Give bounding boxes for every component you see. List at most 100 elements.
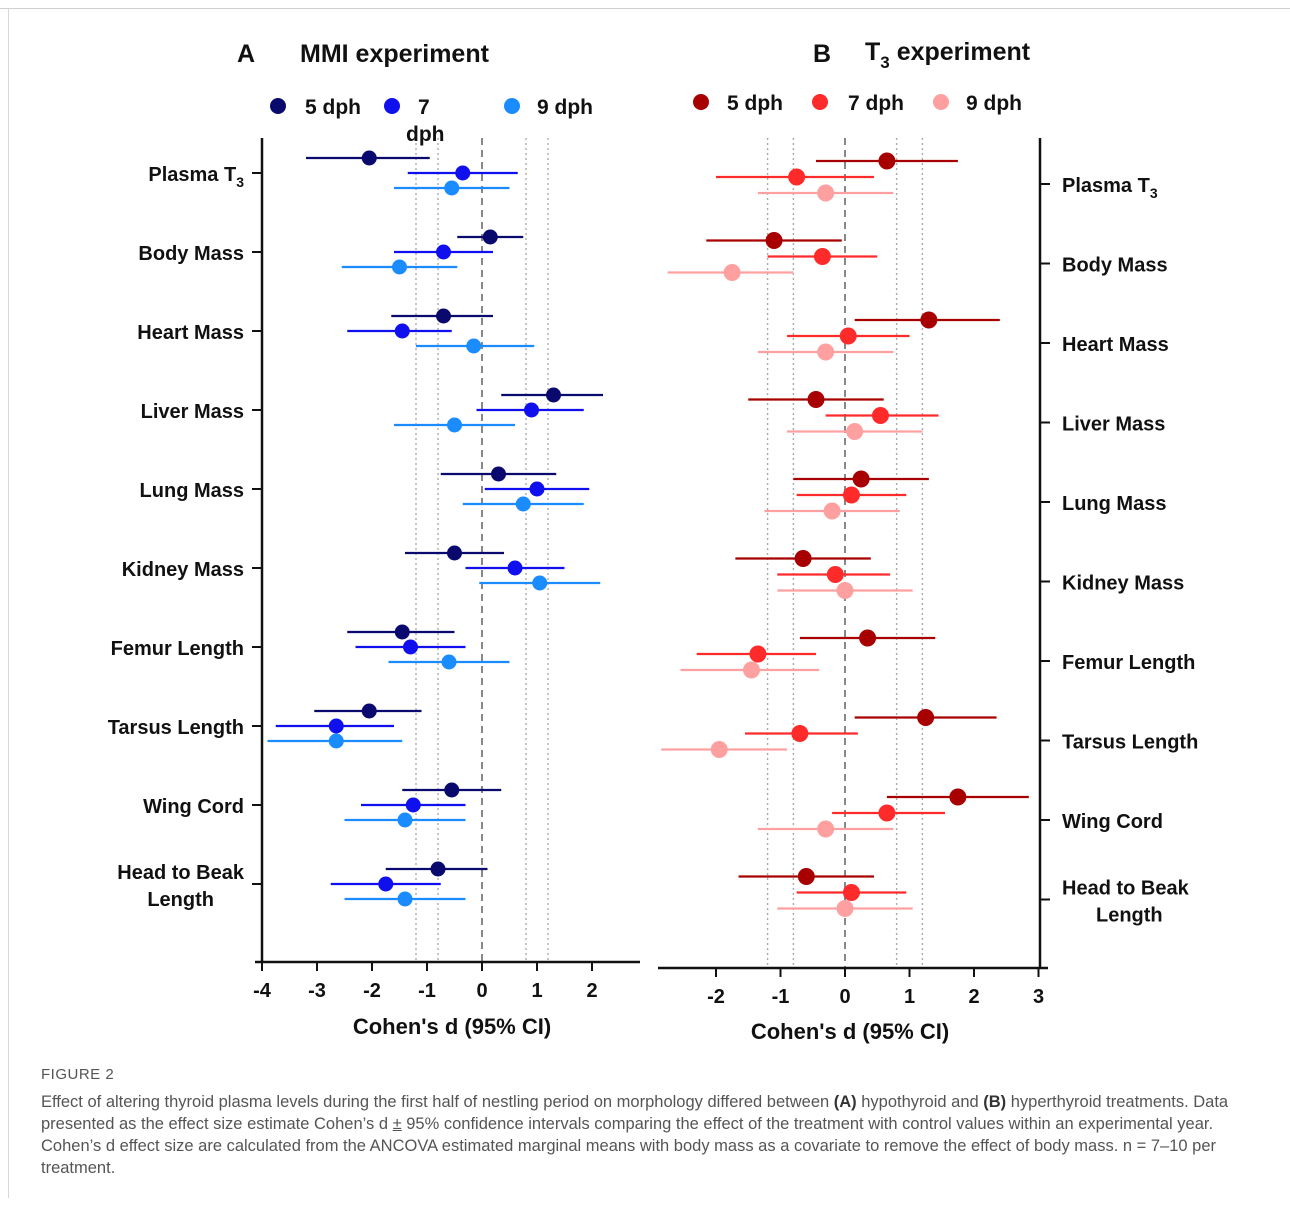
data-point [507, 560, 523, 576]
category-label: Liver Mass [1062, 414, 1165, 436]
x-tick-label: -2 [707, 986, 725, 1008]
category-label: Tarsus Length [108, 717, 244, 739]
panel-letter: B [813, 40, 831, 68]
left-border [8, 8, 9, 1198]
legend-label: 9 dph [537, 96, 593, 119]
top-border [0, 8, 1290, 9]
legend-marker [270, 98, 286, 114]
data-point [394, 624, 410, 640]
figure-heading: FIGURE 2 [41, 1066, 115, 1083]
x-tick-label: -2 [363, 980, 381, 1002]
panel-title: T3 experiment [865, 38, 1031, 72]
data-point [836, 582, 854, 599]
category-label: Lung Mass [140, 480, 244, 502]
data-point [878, 804, 896, 822]
data-point [878, 152, 896, 170]
data-point [444, 180, 460, 196]
data-point [917, 709, 935, 726]
x-tick-label: 0 [476, 980, 487, 1002]
x-tick-label: 1 [904, 986, 915, 1008]
data-point [797, 868, 815, 885]
figure-svg: -4 -3 -2 -1 0 1 2 Cohen's d (95% CI) Plasma T3 Bo… [108, 38, 1199, 1044]
data-point [455, 165, 471, 181]
data-point [794, 550, 812, 567]
legend-marker [504, 98, 520, 114]
data-point [817, 184, 835, 202]
data-point [361, 703, 377, 719]
category-label: Body Mass [1062, 255, 1168, 277]
data-point [403, 639, 418, 655]
data-point [842, 884, 860, 901]
data-point [529, 481, 545, 497]
x-tick-label: -1 [772, 986, 790, 1008]
panel-a: -4 -3 -2 -1 0 1 2 Cohen's d (95% CI) Plasma T3 Bo… [108, 40, 640, 1039]
category-label: Wing Cord [1062, 811, 1163, 833]
data-point [444, 782, 460, 798]
data-point [723, 264, 741, 281]
data-point [949, 788, 967, 806]
data-point [813, 248, 831, 265]
category-label: Heart Mass [137, 322, 244, 344]
category-label: Femur Length [1062, 652, 1195, 674]
legend-label: 7 dph [848, 92, 904, 115]
data-point [859, 629, 877, 647]
data-point [846, 423, 864, 440]
data-point [823, 502, 841, 520]
data-point [842, 486, 860, 504]
figure-caption: Effect of altering thyroid plasma levels… [41, 1091, 1256, 1179]
category-label: Tarsus Length [1062, 732, 1198, 754]
caption-text-2: hypothyroid and [856, 1093, 984, 1111]
data-point [524, 402, 539, 418]
category-label: Head to Beak Length [117, 862, 245, 911]
category-label: Femur Length [111, 638, 244, 660]
caption-ref-a: (A) [833, 1093, 857, 1111]
panel-letter: A [237, 40, 255, 68]
data-point [482, 229, 498, 245]
data-point [742, 661, 760, 679]
caption-text-3: hyperthyroid treatments. Data presented … [41, 1093, 1229, 1133]
category-label: Kidney Mass [122, 559, 244, 581]
x-axis-label: Cohen's d (95% CI) [751, 1019, 949, 1044]
x-tick-label: 0 [839, 986, 850, 1008]
data-point [817, 343, 835, 361]
data-point [871, 407, 889, 424]
data-point [920, 311, 938, 329]
panel-b: -2 -1 0 1 2 3 Cohen's d (95% CI) Plasma T3 Body … [658, 38, 1198, 1044]
data-point [447, 417, 462, 433]
data-point [328, 718, 344, 734]
data-point [436, 308, 451, 324]
caption-text-4: 95% confidence intervals comparing the e… [41, 1115, 1217, 1177]
x-tick-label: -3 [308, 980, 326, 1002]
caption-plusminus: ± [392, 1115, 402, 1133]
data-point [532, 575, 548, 591]
data-point [791, 725, 809, 742]
category-label: Body Mass [138, 243, 244, 265]
legend-label: 9 dph [966, 92, 1022, 115]
legend-marker [812, 94, 828, 110]
x-tick-label: 3 [1033, 986, 1044, 1008]
x-tick-label: -4 [253, 980, 272, 1002]
panel-title: MMI experiment [300, 40, 490, 68]
category-label: Lung Mass [1062, 493, 1166, 515]
x-tick-label: -1 [418, 980, 436, 1002]
data-point [765, 232, 783, 249]
data-point [436, 244, 451, 260]
category-label: Plasma T3 [148, 164, 244, 190]
caption-text-1: Effect of altering thyroid plasma levels… [41, 1093, 834, 1111]
data-point [826, 566, 844, 583]
data-point [852, 470, 870, 488]
x-tick-label: 2 [586, 980, 597, 1002]
data-point [378, 876, 394, 892]
data-point [441, 654, 457, 670]
data-point [392, 259, 407, 275]
x-tick-label: 1 [531, 980, 542, 1002]
legend-label: 7 [418, 96, 430, 119]
data-point [394, 323, 410, 339]
legend-label: dph [406, 123, 444, 146]
data-point [788, 168, 806, 186]
data-point [817, 820, 835, 838]
data-point [466, 338, 482, 354]
category-label: Heart Mass [1062, 334, 1169, 356]
category-label: Head to Beak Length [1062, 878, 1190, 927]
category-label: Liver Mass [141, 401, 244, 423]
